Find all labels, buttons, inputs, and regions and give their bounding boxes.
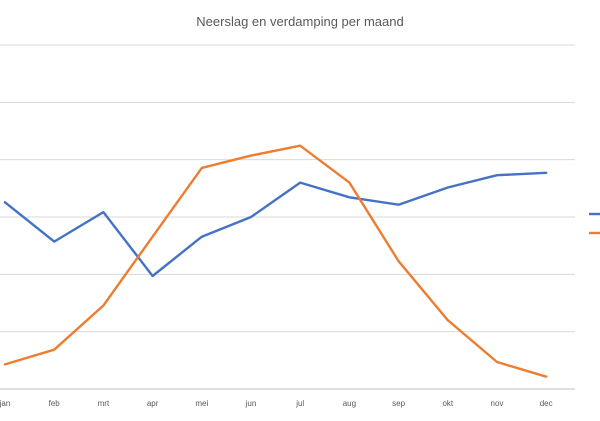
x-axis: jan feb mrt apr mei jun jul aug sep okt nov dec bbox=[0, 388, 575, 408]
x-tick-label: okt bbox=[442, 399, 453, 408]
x-tick-label: feb bbox=[49, 399, 61, 408]
x-tick-label: jul bbox=[295, 399, 304, 408]
x-tick-label: aug bbox=[343, 399, 356, 408]
x-tick-label: mei bbox=[195, 399, 208, 408]
x-tick-label: apr bbox=[147, 399, 159, 408]
legend bbox=[589, 212, 600, 235]
gridlines bbox=[0, 44, 575, 333]
series-lines bbox=[3, 144, 548, 378]
x-tick-label: jun bbox=[245, 399, 257, 408]
series-line-2 bbox=[3, 144, 548, 378]
x-tick-label: nov bbox=[491, 399, 504, 408]
x-tick-label: sep bbox=[392, 399, 405, 408]
x-tick-label: dec bbox=[540, 399, 553, 408]
chart-title: Neerslag en verdamping per maand bbox=[196, 14, 403, 29]
series-line-1 bbox=[3, 171, 548, 278]
x-tick-label: jan bbox=[0, 399, 10, 408]
x-tick-label: mrt bbox=[98, 399, 110, 408]
